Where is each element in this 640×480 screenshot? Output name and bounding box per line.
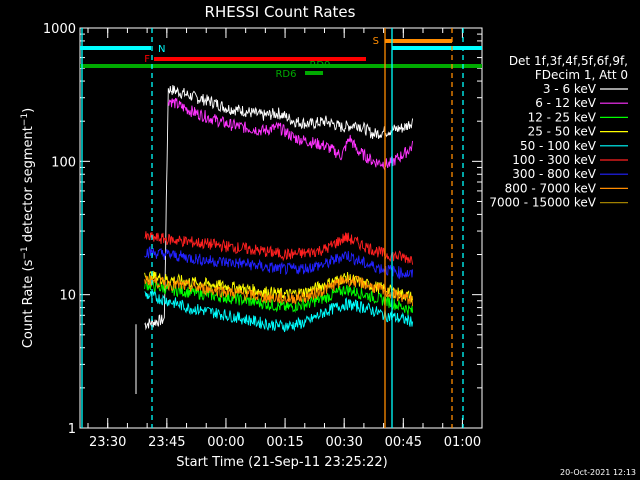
x-tick-label: 00:00 (207, 435, 244, 450)
series-line-7 (144, 245, 414, 280)
flag-bar-label-s: S (373, 36, 379, 47)
flag-bar-label-n: N (158, 44, 165, 55)
legend-label-5: 50 - 100 keV (520, 139, 597, 153)
x-tick-label: 23:45 (148, 435, 185, 450)
flag-bar-label-rd6: RD6 (275, 69, 296, 80)
legend: Det 1f,3f,4f,5f,6f,9f, FDecim 1, Att 0 3… (489, 54, 628, 210)
y-axis-label: Count Rate (s−1 detector segment−1) (20, 108, 36, 348)
y-tick-label: 1000 (43, 22, 76, 37)
series-line-2 (167, 97, 414, 171)
flag-bars: NF RD9 RD6 S (80, 36, 482, 80)
plot-frame (79, 27, 483, 429)
x-tick-label: 01:00 (444, 435, 481, 450)
x-tick-label: 23:30 (89, 435, 126, 450)
x-tick-label: 00:45 (385, 435, 422, 450)
legend-header-line-2: FDecim 1, Att 0 (535, 68, 628, 82)
legend-label-7: 300 - 800 keV (512, 167, 596, 181)
y-tick-label: 100 (51, 155, 76, 170)
legend-label-3: 12 - 25 keV (528, 110, 597, 124)
legend-label-9: 7000 - 15000 keV (489, 196, 596, 210)
vertical-markers (81, 28, 464, 428)
series-group (135, 84, 414, 394)
legend-label-1: 3 - 6 keV (543, 82, 597, 96)
legend-label-6: 100 - 300 keV (512, 153, 596, 167)
chart-title: RHESSI Count Rates (205, 3, 356, 21)
series-line-1 (144, 84, 414, 331)
legend-label-4: 25 - 50 keV (528, 125, 597, 139)
flag-bar-label-rd9: RD9 (309, 60, 330, 71)
legend-label-2: 6 - 12 keV (535, 96, 597, 110)
series-line-4 (144, 270, 414, 303)
legend-header-line-1: Det 1f,3f,4f,5f,6f,9f, (509, 54, 628, 68)
y-tick-label: 10 (59, 289, 76, 304)
flag-bar-label-f: F (144, 54, 150, 65)
generation-timestamp: 20-Oct-2021 12:13 (560, 468, 636, 477)
series-line-3 (144, 278, 414, 315)
series-line-5 (144, 290, 414, 333)
series-line-6 (144, 231, 414, 265)
x-axis-label: Start Time (21-Sep-11 23:25:22) (176, 455, 387, 470)
x-axis-ticks: 23:30 23:45 00:00 00:15 00:30 00:45 01:00 (87, 28, 481, 450)
y-tick-label: 1 (68, 422, 76, 437)
x-tick-label: 00:15 (266, 435, 303, 450)
x-tick-label: 00:30 (325, 435, 362, 450)
series-line-8 (144, 275, 414, 307)
legend-label-8: 800 - 7000 keV (505, 181, 597, 195)
